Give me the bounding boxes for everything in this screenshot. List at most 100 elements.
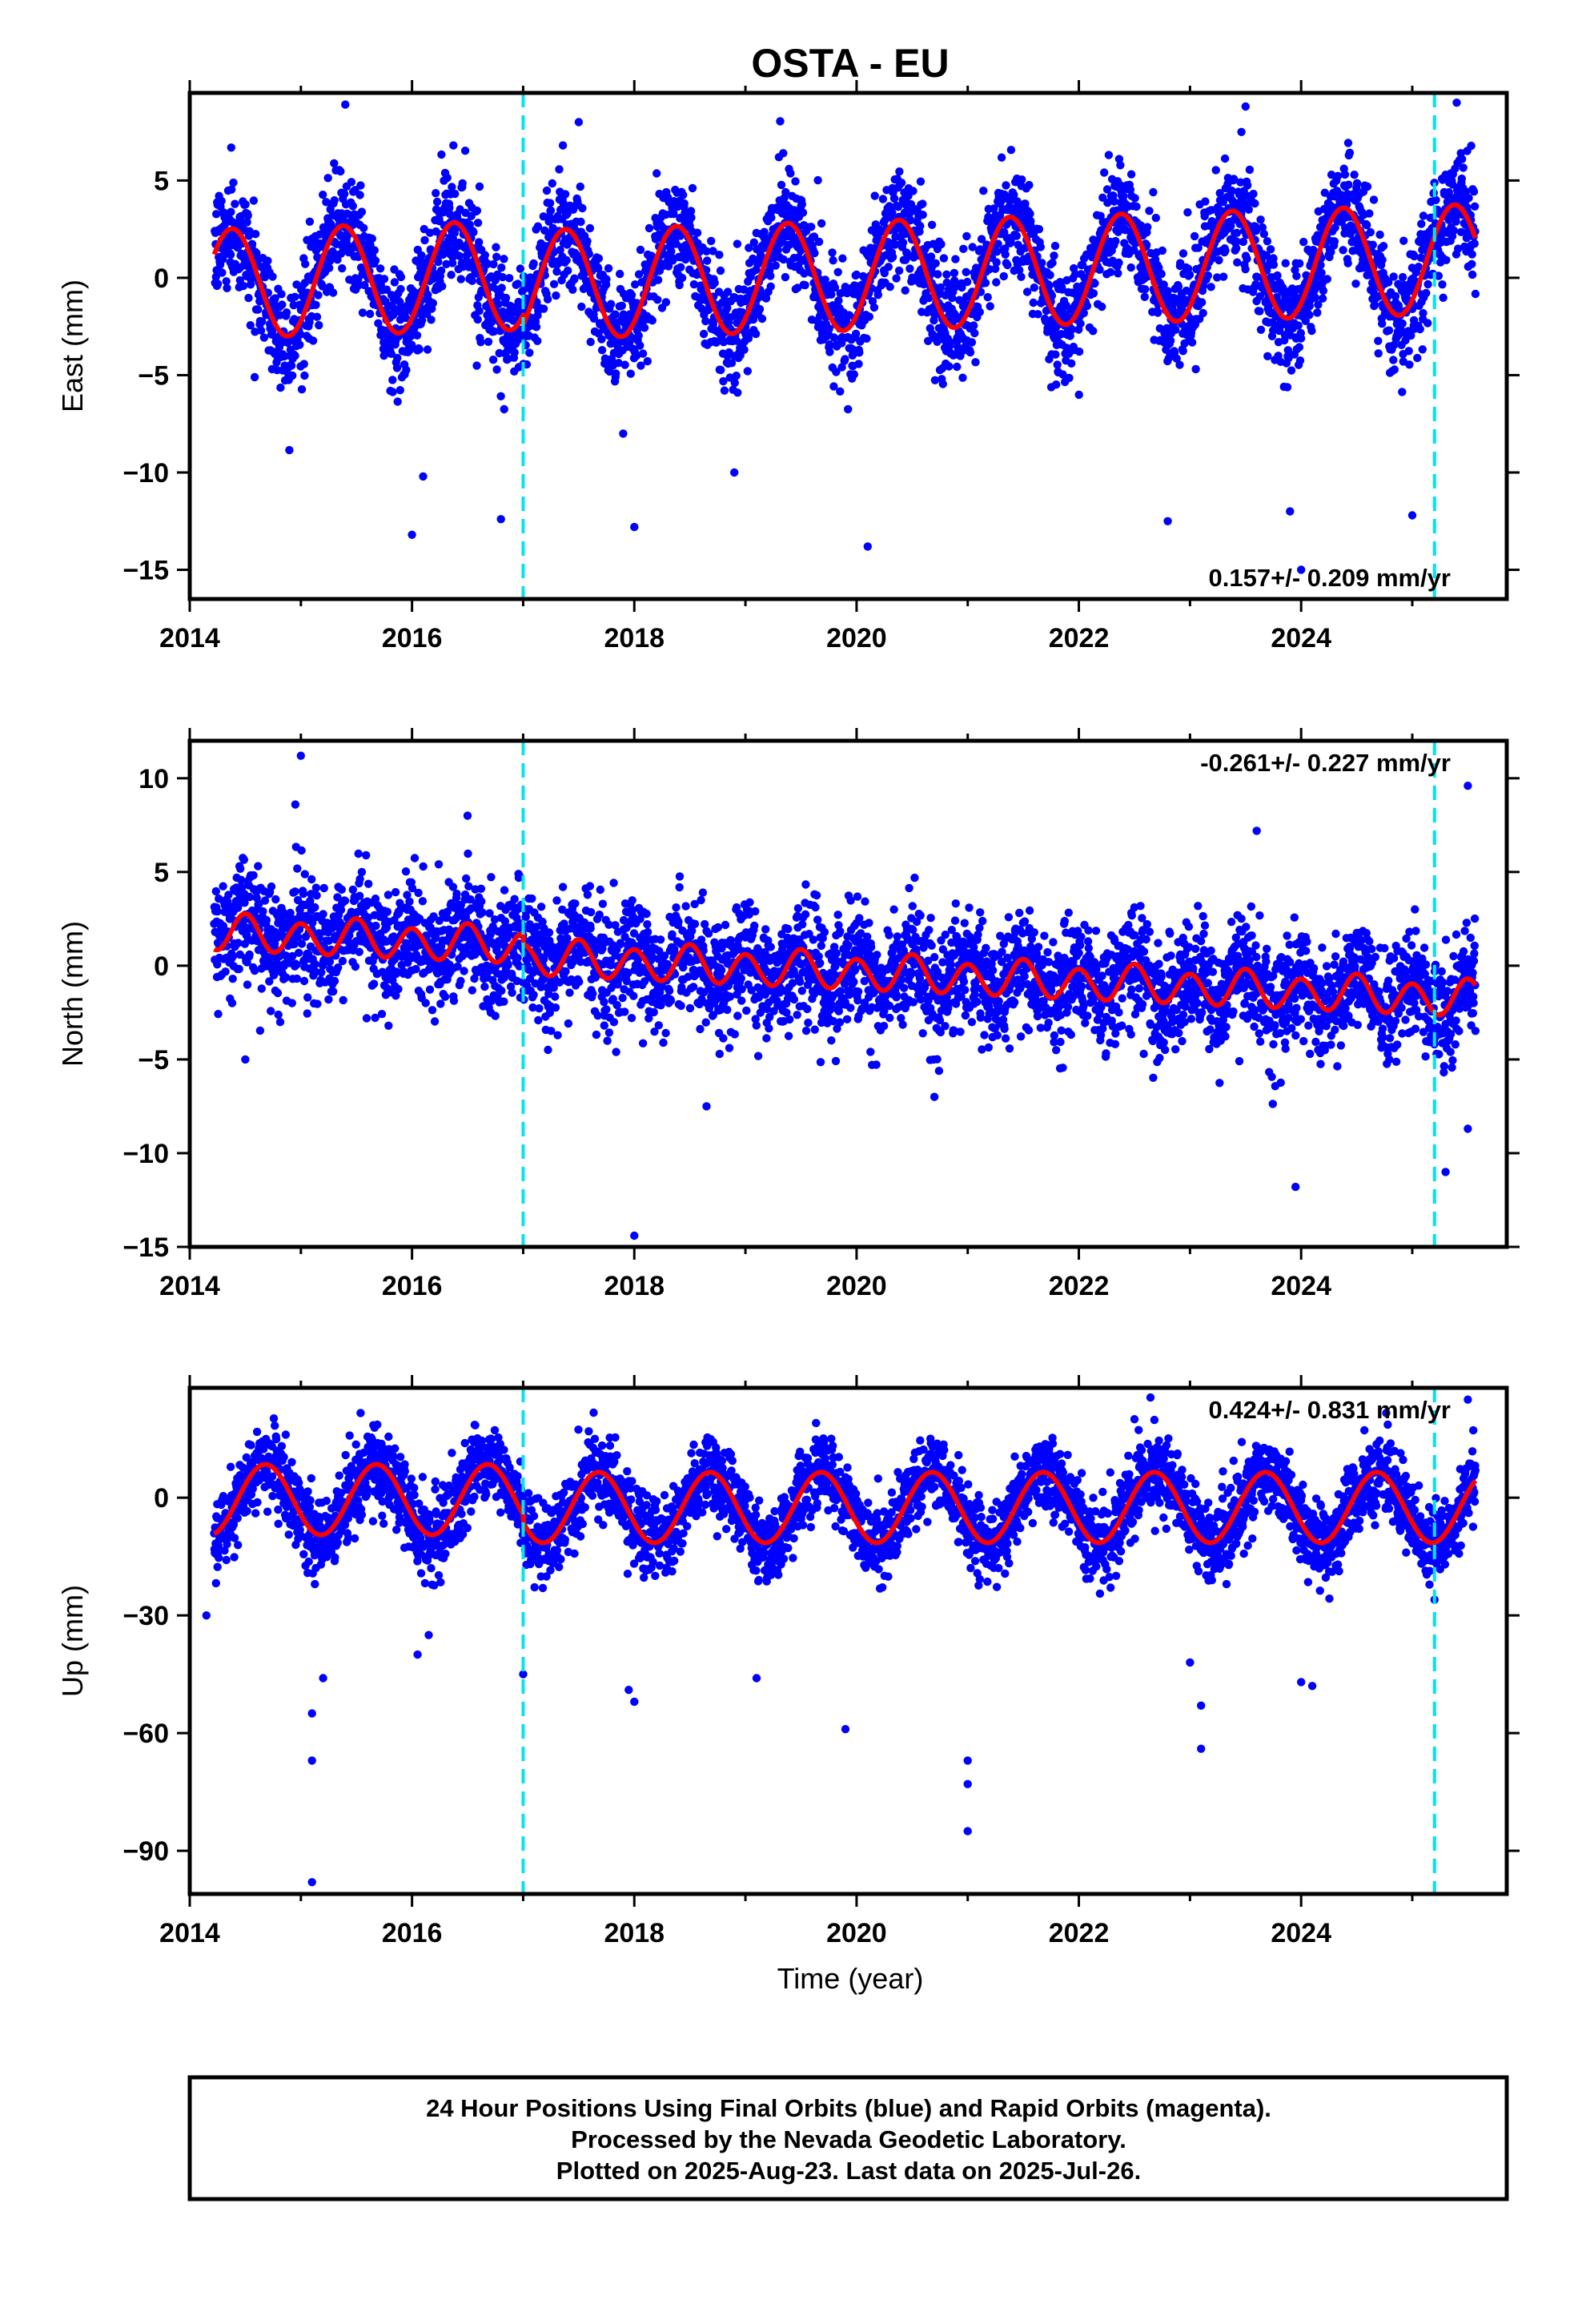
data-point — [1038, 259, 1046, 267]
data-point — [717, 365, 725, 375]
data-point — [324, 995, 333, 1004]
data-point — [1213, 273, 1222, 282]
data-point — [966, 348, 975, 357]
data-point — [496, 392, 505, 400]
data-point — [983, 292, 992, 302]
data-point — [291, 292, 299, 301]
data-point — [473, 219, 483, 227]
data-point — [560, 190, 570, 199]
data-point — [934, 270, 942, 279]
data-point — [1034, 225, 1044, 234]
data-point — [1239, 237, 1248, 247]
data-point — [278, 300, 287, 309]
data-point — [340, 189, 349, 199]
data-point — [455, 251, 464, 260]
data-point — [1232, 237, 1241, 246]
data-point — [1221, 246, 1230, 255]
data-point — [852, 270, 861, 279]
data-point — [291, 887, 299, 896]
data-point — [893, 203, 903, 211]
data-point — [1211, 166, 1220, 175]
data-point — [307, 875, 316, 884]
data-point — [958, 373, 967, 382]
data-point — [849, 370, 859, 379]
data-point — [486, 930, 495, 939]
data-point — [1259, 229, 1269, 239]
data-point — [227, 207, 235, 216]
data-point — [1114, 258, 1123, 267]
data-point — [755, 304, 765, 314]
data-point — [1295, 259, 1304, 268]
data-point — [967, 338, 977, 347]
data-point — [1002, 181, 1010, 190]
data-point — [340, 896, 350, 906]
data-point — [779, 149, 788, 158]
data-point — [432, 197, 442, 207]
data-point — [401, 313, 411, 323]
data-point — [303, 1009, 311, 1018]
data-point — [213, 279, 223, 288]
data-point — [408, 340, 416, 349]
data-point — [781, 272, 790, 282]
data-point — [475, 238, 484, 247]
data-point — [1074, 347, 1084, 356]
data-point — [680, 199, 689, 208]
data-point — [300, 870, 309, 879]
data-point — [1050, 241, 1060, 251]
data-point — [1423, 279, 1432, 289]
data-point — [477, 897, 486, 906]
data-point — [326, 256, 335, 265]
data-point — [1149, 187, 1158, 197]
data-point — [263, 256, 272, 265]
outlier-point — [341, 100, 350, 109]
data-point — [418, 897, 428, 906]
y-axis-label: East (mm) — [56, 279, 89, 412]
data-point — [475, 307, 484, 316]
data-point — [702, 247, 711, 255]
data-point — [1390, 365, 1399, 374]
data-point — [1227, 186, 1236, 195]
data-point — [1110, 197, 1119, 206]
data-point — [1227, 222, 1235, 231]
data-point — [885, 283, 894, 292]
data-point — [1384, 326, 1394, 335]
data-point — [388, 388, 397, 396]
data-point — [1114, 269, 1122, 278]
data-point — [239, 281, 248, 291]
data-point — [472, 361, 481, 370]
data-point — [817, 219, 826, 228]
data-point — [602, 275, 611, 283]
data-point — [282, 308, 291, 317]
data-point — [360, 280, 369, 290]
data-point — [1044, 282, 1054, 291]
data-point — [597, 346, 607, 355]
data-point — [562, 255, 571, 265]
data-point — [953, 362, 962, 372]
data-point — [387, 349, 396, 358]
data-point — [314, 291, 323, 300]
data-point — [616, 269, 624, 279]
data-point — [798, 208, 808, 217]
data-point — [766, 271, 775, 280]
data-point — [807, 223, 816, 231]
data-point — [829, 333, 838, 342]
data-point — [437, 150, 446, 159]
data-point — [227, 143, 235, 152]
data-point — [245, 892, 255, 902]
data-point — [1281, 259, 1290, 267]
data-point — [552, 267, 561, 276]
data-point — [513, 279, 522, 288]
data-point — [285, 445, 294, 455]
data-point — [669, 209, 678, 219]
data-point — [889, 194, 899, 203]
data-point — [460, 147, 470, 155]
data-point — [533, 336, 542, 345]
data-point — [727, 359, 737, 368]
data-point — [688, 183, 697, 193]
data-point — [501, 293, 511, 303]
data-point — [884, 263, 893, 271]
data-point — [1089, 289, 1098, 298]
data-point — [267, 1007, 275, 1015]
data-point — [709, 247, 717, 255]
x-tick-label: 2024 — [1271, 623, 1331, 653]
